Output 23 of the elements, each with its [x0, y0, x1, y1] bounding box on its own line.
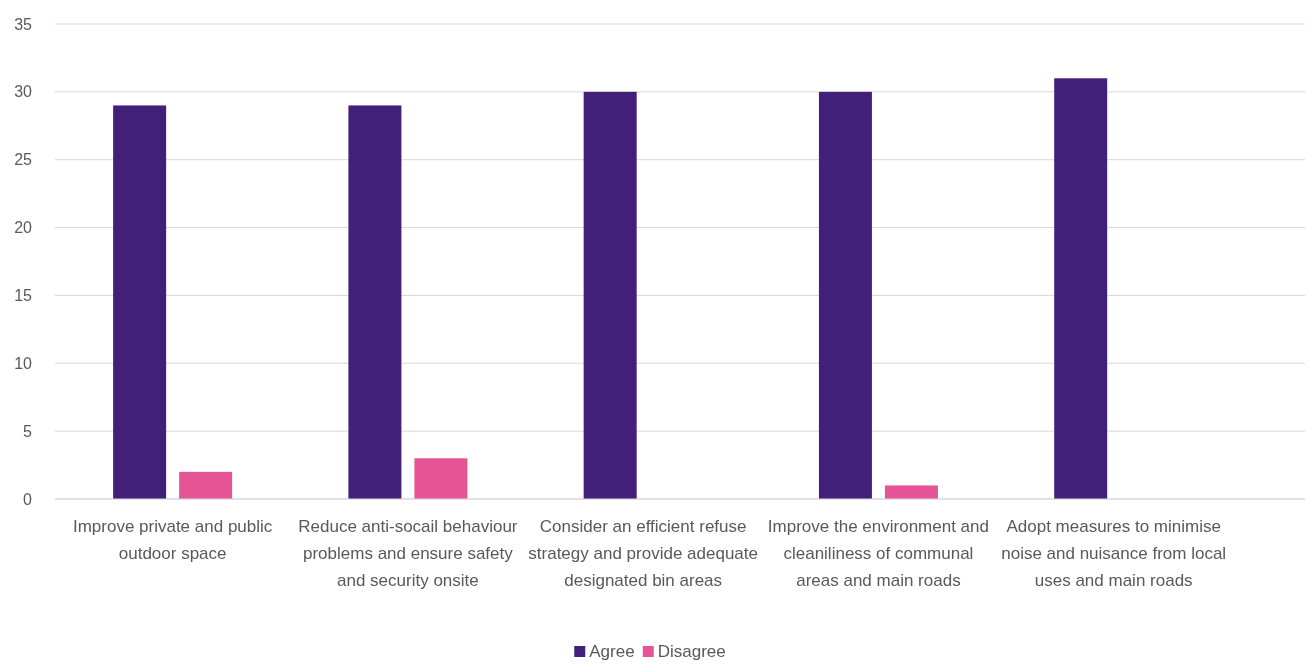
bar — [113, 105, 167, 499]
bar — [348, 105, 402, 499]
legend-label: Disagree — [657, 642, 726, 661]
y-tick-label: 25 — [14, 151, 33, 169]
bar — [179, 471, 233, 499]
legend-label: Agree — [589, 642, 635, 661]
bar — [583, 91, 637, 499]
y-tick-label: 35 — [14, 15, 33, 33]
x-tick-label: Consider an efficient refuse strategy and provide adequate designated bin areas — [528, 517, 758, 590]
y-tick-label: 20 — [14, 219, 33, 237]
bar — [414, 458, 468, 499]
bar — [1054, 78, 1108, 499]
x-tick-label: Reduce anti-socail behaviour problems and ensure safety and security onsite — [298, 517, 518, 590]
y-tick-label: 5 — [23, 422, 33, 440]
x-tick-label: Adopt measures to minimise noise and nuisance from local uses and main roads — [1001, 517, 1227, 590]
bar — [884, 485, 938, 499]
y-tick-label: 30 — [14, 83, 33, 101]
y-tick-label: 0 — [23, 490, 33, 508]
bar — [818, 91, 872, 499]
x-tick-label: Improve the environment and cleaniliness of communal areas and main roads — [767, 517, 989, 590]
y-tick-label: 15 — [14, 287, 33, 305]
x-tick-label: Improve private and public outdoor space — [72, 517, 273, 563]
y-tick-label: 10 — [14, 354, 33, 372]
